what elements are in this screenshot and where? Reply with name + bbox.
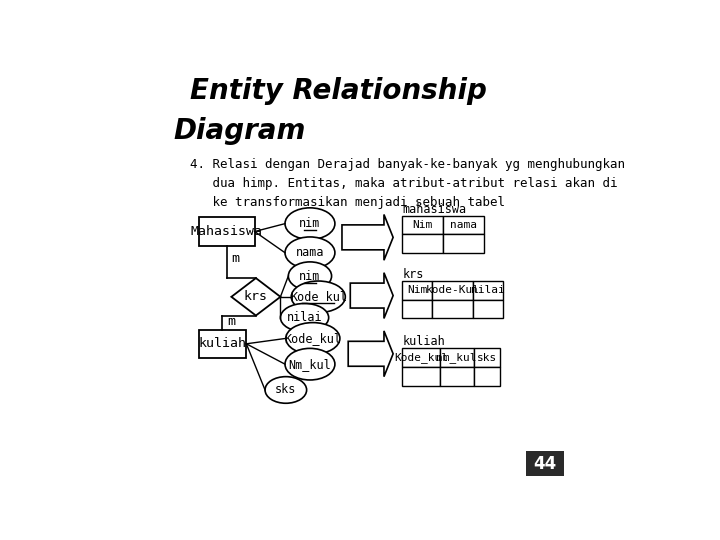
Text: Nim: Nim [413, 220, 433, 230]
FancyBboxPatch shape [432, 281, 473, 300]
FancyBboxPatch shape [440, 348, 474, 367]
Ellipse shape [285, 208, 335, 239]
FancyBboxPatch shape [199, 218, 255, 246]
Text: 4. Relasi dengan Derajad banyak-ke-banyak yg menghubungkan
   dua himp. Entitas,: 4. Relasi dengan Derajad banyak-ke-banya… [190, 158, 625, 210]
Text: Nim: Nim [407, 285, 428, 295]
FancyBboxPatch shape [402, 300, 432, 319]
Text: nama: nama [296, 246, 324, 259]
FancyBboxPatch shape [443, 234, 484, 253]
FancyBboxPatch shape [402, 234, 443, 253]
Text: mahasiswa: mahasiswa [402, 202, 467, 216]
FancyBboxPatch shape [440, 367, 474, 386]
FancyBboxPatch shape [199, 329, 246, 358]
Text: nilai: nilai [287, 311, 323, 324]
Text: sks: sks [477, 353, 497, 363]
Ellipse shape [292, 281, 346, 313]
FancyBboxPatch shape [402, 348, 440, 367]
Text: krs: krs [402, 268, 423, 281]
Polygon shape [351, 273, 393, 319]
Text: m: m [232, 252, 240, 265]
Text: Mahasiswa: Mahasiswa [191, 225, 263, 238]
Text: nim: nim [300, 269, 320, 282]
Text: nilai: nilai [471, 285, 505, 295]
Ellipse shape [288, 262, 332, 290]
Text: kode-Kul: kode-Kul [426, 285, 480, 295]
Polygon shape [231, 278, 280, 315]
Text: kuliah: kuliah [199, 338, 246, 350]
Ellipse shape [285, 237, 335, 268]
FancyBboxPatch shape [432, 300, 473, 319]
Text: Kode_kul: Kode_kul [289, 291, 347, 303]
Polygon shape [348, 331, 393, 377]
Text: nama: nama [450, 220, 477, 230]
Polygon shape [342, 214, 393, 260]
FancyBboxPatch shape [526, 451, 564, 476]
Text: nm_kul: nm_kul [436, 352, 477, 363]
Text: sks: sks [275, 383, 297, 396]
Text: Diagram: Diagram [174, 117, 306, 145]
Ellipse shape [265, 377, 307, 403]
FancyBboxPatch shape [443, 216, 484, 234]
Text: kuliah: kuliah [402, 335, 445, 348]
Text: nim: nim [300, 217, 320, 230]
FancyBboxPatch shape [402, 367, 440, 386]
FancyBboxPatch shape [402, 281, 432, 300]
FancyBboxPatch shape [402, 216, 443, 234]
Ellipse shape [286, 322, 340, 354]
FancyBboxPatch shape [473, 281, 503, 300]
Text: Nm_kul: Nm_kul [289, 357, 331, 370]
Text: m: m [228, 315, 235, 328]
Text: Kode_kul: Kode_kul [284, 332, 341, 345]
FancyBboxPatch shape [474, 367, 500, 386]
Ellipse shape [280, 303, 328, 332]
FancyBboxPatch shape [473, 300, 503, 319]
Text: Entity Relationship: Entity Relationship [190, 77, 487, 105]
Text: Kode_kul: Kode_kul [394, 352, 448, 363]
Text: krs: krs [244, 291, 268, 303]
Text: 44: 44 [534, 455, 557, 472]
FancyBboxPatch shape [474, 348, 500, 367]
Ellipse shape [285, 348, 335, 380]
